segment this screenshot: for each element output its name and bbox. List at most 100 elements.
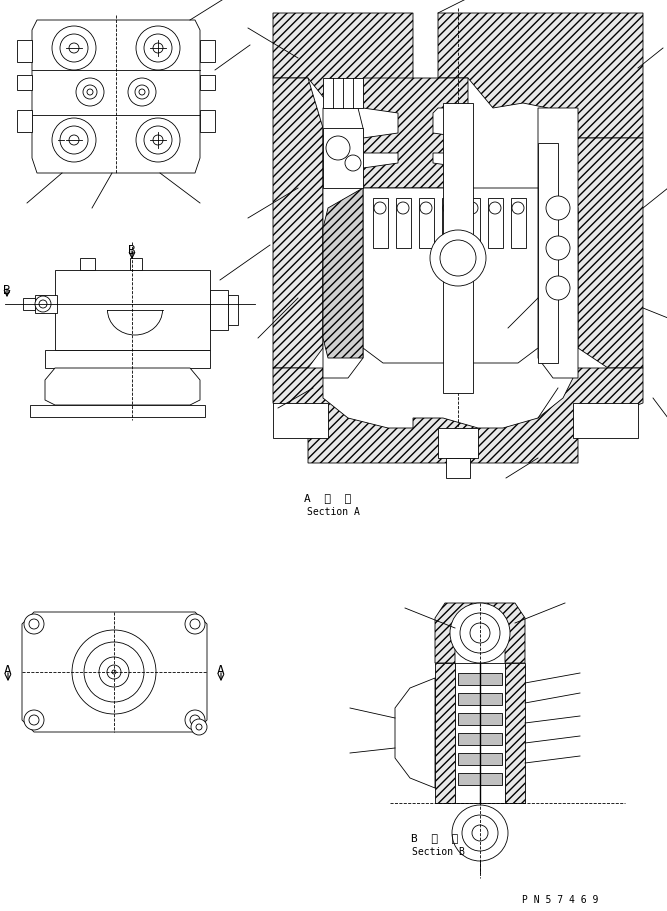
Bar [488,198,503,248]
Bar [458,693,502,705]
Bar [465,198,480,248]
Circle shape [153,135,163,145]
Bar [23,298,35,310]
Circle shape [24,614,44,634]
Polygon shape [273,368,643,463]
Polygon shape [323,108,363,378]
Bar [455,663,505,803]
Polygon shape [32,20,200,173]
Circle shape [72,630,156,714]
Circle shape [60,34,88,62]
Circle shape [84,642,144,702]
Circle shape [39,300,47,308]
Circle shape [546,236,570,260]
Polygon shape [323,128,363,188]
Bar [443,103,473,393]
Circle shape [83,85,97,99]
Bar [17,110,32,132]
Bar [458,713,502,725]
Circle shape [29,715,39,725]
Bar [442,198,457,248]
Text: B  断  面: B 断 面 [412,833,459,843]
Text: B: B [3,283,11,296]
Text: A: A [4,663,12,677]
Circle shape [69,43,79,53]
Circle shape [440,240,476,276]
Circle shape [460,613,500,653]
Bar [55,270,210,350]
Circle shape [420,202,432,214]
Circle shape [135,85,149,99]
Bar [511,198,526,248]
Circle shape [76,78,104,106]
Polygon shape [323,188,363,358]
Bar [228,295,238,325]
Polygon shape [438,13,643,138]
Circle shape [196,724,202,730]
Bar [458,753,502,765]
Polygon shape [45,368,200,405]
Circle shape [136,26,180,70]
Circle shape [185,614,205,634]
Circle shape [489,202,501,214]
Bar [435,663,455,803]
Bar [200,110,215,132]
Circle shape [443,202,455,214]
Circle shape [462,815,498,851]
Polygon shape [395,678,435,788]
Circle shape [24,710,44,730]
Polygon shape [363,78,468,188]
Circle shape [99,657,129,687]
Text: B: B [128,243,136,257]
Bar [273,403,328,438]
Bar [505,663,525,803]
Circle shape [472,825,488,841]
Bar [446,458,470,478]
Circle shape [139,89,145,95]
Bar [458,773,502,785]
Circle shape [29,619,39,629]
Polygon shape [538,108,578,378]
Bar [80,258,95,270]
Circle shape [546,196,570,220]
Circle shape [466,202,478,214]
Circle shape [69,135,79,145]
Circle shape [191,719,207,735]
Circle shape [374,202,386,214]
Circle shape [87,89,93,95]
Circle shape [512,202,524,214]
Bar [373,198,388,248]
Bar [573,403,638,438]
Polygon shape [363,188,538,363]
Bar [17,75,32,90]
Circle shape [107,665,121,679]
Circle shape [144,34,172,62]
Bar [458,673,502,685]
Polygon shape [273,78,323,368]
Polygon shape [435,603,525,663]
Polygon shape [558,138,643,368]
Circle shape [345,155,361,171]
Bar [45,350,210,368]
Circle shape [185,710,205,730]
Text: A  断  面: A 断 面 [304,493,352,503]
Circle shape [450,603,510,663]
Polygon shape [273,13,413,108]
Bar [200,40,215,62]
Bar [438,428,478,458]
Circle shape [112,670,116,674]
Bar [35,295,57,313]
Bar [210,290,228,330]
Bar [419,198,434,248]
Circle shape [430,230,486,286]
Bar [130,258,142,270]
Text: Section B: Section B [412,847,464,857]
Text: A: A [217,663,225,677]
Bar [17,40,32,62]
Circle shape [452,805,508,861]
Circle shape [190,715,200,725]
Circle shape [144,126,172,154]
Bar [200,75,215,90]
Circle shape [326,136,350,160]
Circle shape [52,118,96,162]
